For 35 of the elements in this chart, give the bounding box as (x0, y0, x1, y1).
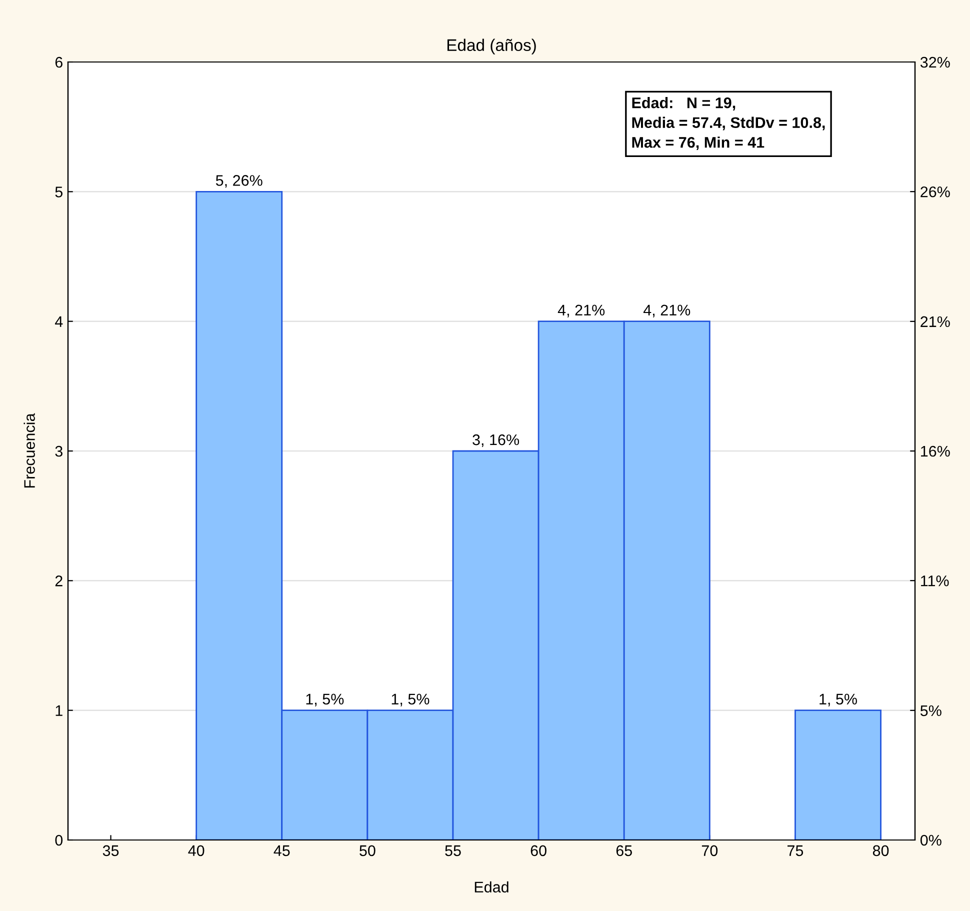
x-tick-label: 50 (360, 845, 376, 856)
x-tick-label: 45 (274, 845, 290, 856)
x-tick-label: 35 (102, 845, 119, 856)
y-tick-label: 2 (55, 576, 62, 586)
y-tick-label: 5 (55, 186, 62, 198)
data-label: 3, 16% (472, 434, 520, 448)
x-tick-label: 70 (702, 845, 718, 856)
data-label: 5, 26% (216, 175, 262, 188)
y-tick-label: 1 (56, 705, 62, 716)
annotation: Edad: N = 19, Media = 57.4, StdDv = 10.8, Max = 76, Min = 41 (632, 97, 825, 150)
y-tick-label: 6 (55, 56, 62, 68)
data-label: 1, 5% (820, 694, 857, 706)
x-tick-label: 80 (872, 845, 889, 856)
y2-tick-label: 0% (920, 834, 942, 846)
data-label: 4, 21% (643, 304, 690, 318)
x-axis-title: Edad (474, 881, 508, 893)
y2-tick-label: 16% (921, 446, 950, 457)
y2-tick-label: 21% (920, 316, 950, 328)
x-tick-label: 75 (788, 845, 804, 856)
y2-tick-label: 32% (920, 56, 950, 68)
data-label: 1, 5% (306, 694, 344, 706)
y-tick-label: 4 (54, 316, 63, 327)
y-tick-label: 0 (55, 834, 63, 846)
y2-tick-label: 11% (921, 576, 949, 586)
x-tick-label: 40 (188, 845, 204, 856)
x-tick-label: 60 (530, 845, 546, 856)
y-tick-label: 3 (55, 446, 62, 457)
chart-title: Edad (años) (447, 38, 536, 54)
y-axis-title: Frecuencia (24, 413, 35, 488)
data-label: 4, 21% (558, 304, 605, 318)
data-label: 1, 5% (392, 694, 430, 706)
x-tick-label: 65 (616, 845, 632, 856)
y2-tick-label: 26% (920, 186, 950, 198)
x-tick-label: 55 (445, 845, 461, 856)
y2-tick-label: 5% (920, 705, 942, 716)
